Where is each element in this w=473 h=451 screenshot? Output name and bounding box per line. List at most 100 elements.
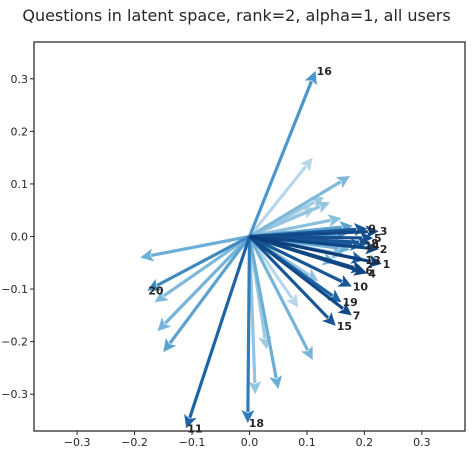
- x-tick-label: 0.2: [356, 436, 374, 449]
- arrow-shaft: [249, 230, 368, 239]
- arrow-head: [163, 337, 177, 353]
- x-tick-label: 0.3: [413, 436, 431, 449]
- arrow-shaft: [188, 235, 252, 419]
- arrow-16: [248, 70, 317, 238]
- arrow-head: [321, 311, 336, 326]
- arrow-head: [147, 278, 162, 291]
- x-tick-label: 0.1: [298, 436, 316, 449]
- x-tick-label: −0.2: [121, 436, 148, 449]
- y-tick-label: 0.2: [11, 125, 29, 138]
- arrow-18: [241, 236, 255, 424]
- arrow-shaft: [248, 235, 343, 284]
- arrow-unlabeled-37: [157, 235, 251, 332]
- y-tick-label: −0.1: [1, 283, 28, 296]
- arrow-shaft: [247, 236, 278, 379]
- arrow-label-13: 13: [365, 254, 380, 267]
- arrow-head: [365, 241, 379, 255]
- arrow-label-2: 2: [380, 243, 388, 256]
- arrow-head: [304, 70, 317, 86]
- arrow-head: [327, 214, 342, 228]
- arrow-shaft: [248, 235, 330, 320]
- arrow-head: [248, 380, 262, 395]
- arrow-11: [184, 235, 252, 429]
- arrow-label-1: 1: [383, 258, 391, 271]
- arrow-head: [285, 293, 299, 308]
- arrow-shaft: [249, 234, 369, 250]
- arrow-shaft: [164, 235, 251, 325]
- arrow-unlabeled-31: [248, 235, 313, 361]
- y-tick-label: 0.0: [11, 231, 29, 244]
- arrow-head: [365, 225, 379, 239]
- arrow-shaft: [249, 234, 358, 272]
- arrow-3: [249, 225, 379, 239]
- arrow-head: [241, 410, 255, 424]
- arrow-label-15: 15: [337, 320, 352, 333]
- arrow-7: [248, 235, 352, 316]
- x-tick-label: 0.0: [241, 436, 259, 449]
- arrow-head: [337, 302, 352, 316]
- arrow-shaft: [246, 236, 252, 413]
- arrow-2: [249, 234, 379, 255]
- arrow-shaft: [168, 235, 251, 345]
- chart-title: Questions in latent space, rank=2, alpha…: [22, 6, 451, 25]
- arrow-shaft: [156, 235, 251, 287]
- arrow-label-20: 20: [148, 285, 164, 298]
- arrow-label-10: 10: [353, 280, 369, 293]
- arrow-head: [335, 176, 351, 189]
- arrow-shaft: [150, 234, 250, 258]
- arrow-head: [315, 201, 330, 214]
- arrow-head: [309, 197, 325, 209]
- arrow-head: [269, 374, 283, 389]
- arrow-head: [140, 248, 155, 262]
- arrow-head: [352, 263, 368, 276]
- arrow-label-18: 18: [249, 417, 264, 430]
- arrow-1: [249, 234, 382, 268]
- arrow-shaft: [248, 80, 313, 238]
- arrow-head: [299, 157, 313, 172]
- arrow-unlabeled-30: [248, 235, 299, 308]
- arrow-head: [367, 254, 382, 268]
- arrow-10: [248, 235, 352, 287]
- arrow-head: [337, 274, 352, 287]
- x-tick-label: −0.1: [179, 436, 206, 449]
- y-tick-label: −0.2: [1, 336, 28, 349]
- arrow-label-4: 4: [368, 267, 376, 280]
- arrow-label-7: 7: [353, 309, 361, 322]
- ticks-layer: −0.3 −0.2 −0.1 0.0 0.1 0.2 0.3 −0.3 −0.2 −0.1 0.0 0…: [1, 73, 430, 449]
- labels-layer: 16 20 18 14 13 19 11 98 10 15 53 6 7 241: [148, 65, 390, 435]
- arrow-label-19: 19: [342, 296, 357, 309]
- arrow-label-5: 5: [374, 232, 382, 245]
- y-tick-label: 0.3: [11, 73, 29, 86]
- arrow-shaft: [248, 165, 308, 238]
- arrow-shaft: [249, 234, 372, 264]
- arrow-head: [301, 345, 313, 361]
- arrow-shaft: [248, 205, 321, 238]
- arrow-unlabeled-35: [140, 234, 250, 262]
- arrow-unlabeled-19: [248, 176, 351, 238]
- arrow-label-16: 16: [317, 65, 333, 78]
- arrow-4: [249, 234, 368, 276]
- arrow-head: [157, 317, 172, 332]
- y-tick-label: −0.3: [1, 388, 28, 401]
- arrow-unlabeled-38: [163, 235, 251, 353]
- arrow-label-9: 9: [368, 223, 376, 236]
- arrow-shaft: [248, 235, 294, 300]
- arrow-15: [248, 235, 336, 326]
- arrow-unlabeled-20: [248, 201, 330, 238]
- arrow-head: [154, 289, 170, 303]
- arrow-label-8: 8: [371, 237, 379, 250]
- arrows-layer: [140, 70, 382, 429]
- y-tick-label: 0.1: [11, 178, 29, 191]
- arrow-label-3: 3: [380, 225, 388, 238]
- arrow-shaft: [162, 235, 251, 298]
- x-tick-label: −0.3: [64, 436, 91, 449]
- arrow-label-11: 11: [187, 422, 202, 435]
- arrow-label-14: 14: [364, 239, 380, 252]
- arrow-unlabeled-32: [247, 236, 283, 389]
- arrow-shaft: [248, 235, 345, 310]
- arrow-label-6: 6: [365, 265, 373, 278]
- arrow-shaft: [248, 235, 310, 351]
- arrow-head: [184, 413, 197, 429]
- arrow-20: [147, 235, 251, 291]
